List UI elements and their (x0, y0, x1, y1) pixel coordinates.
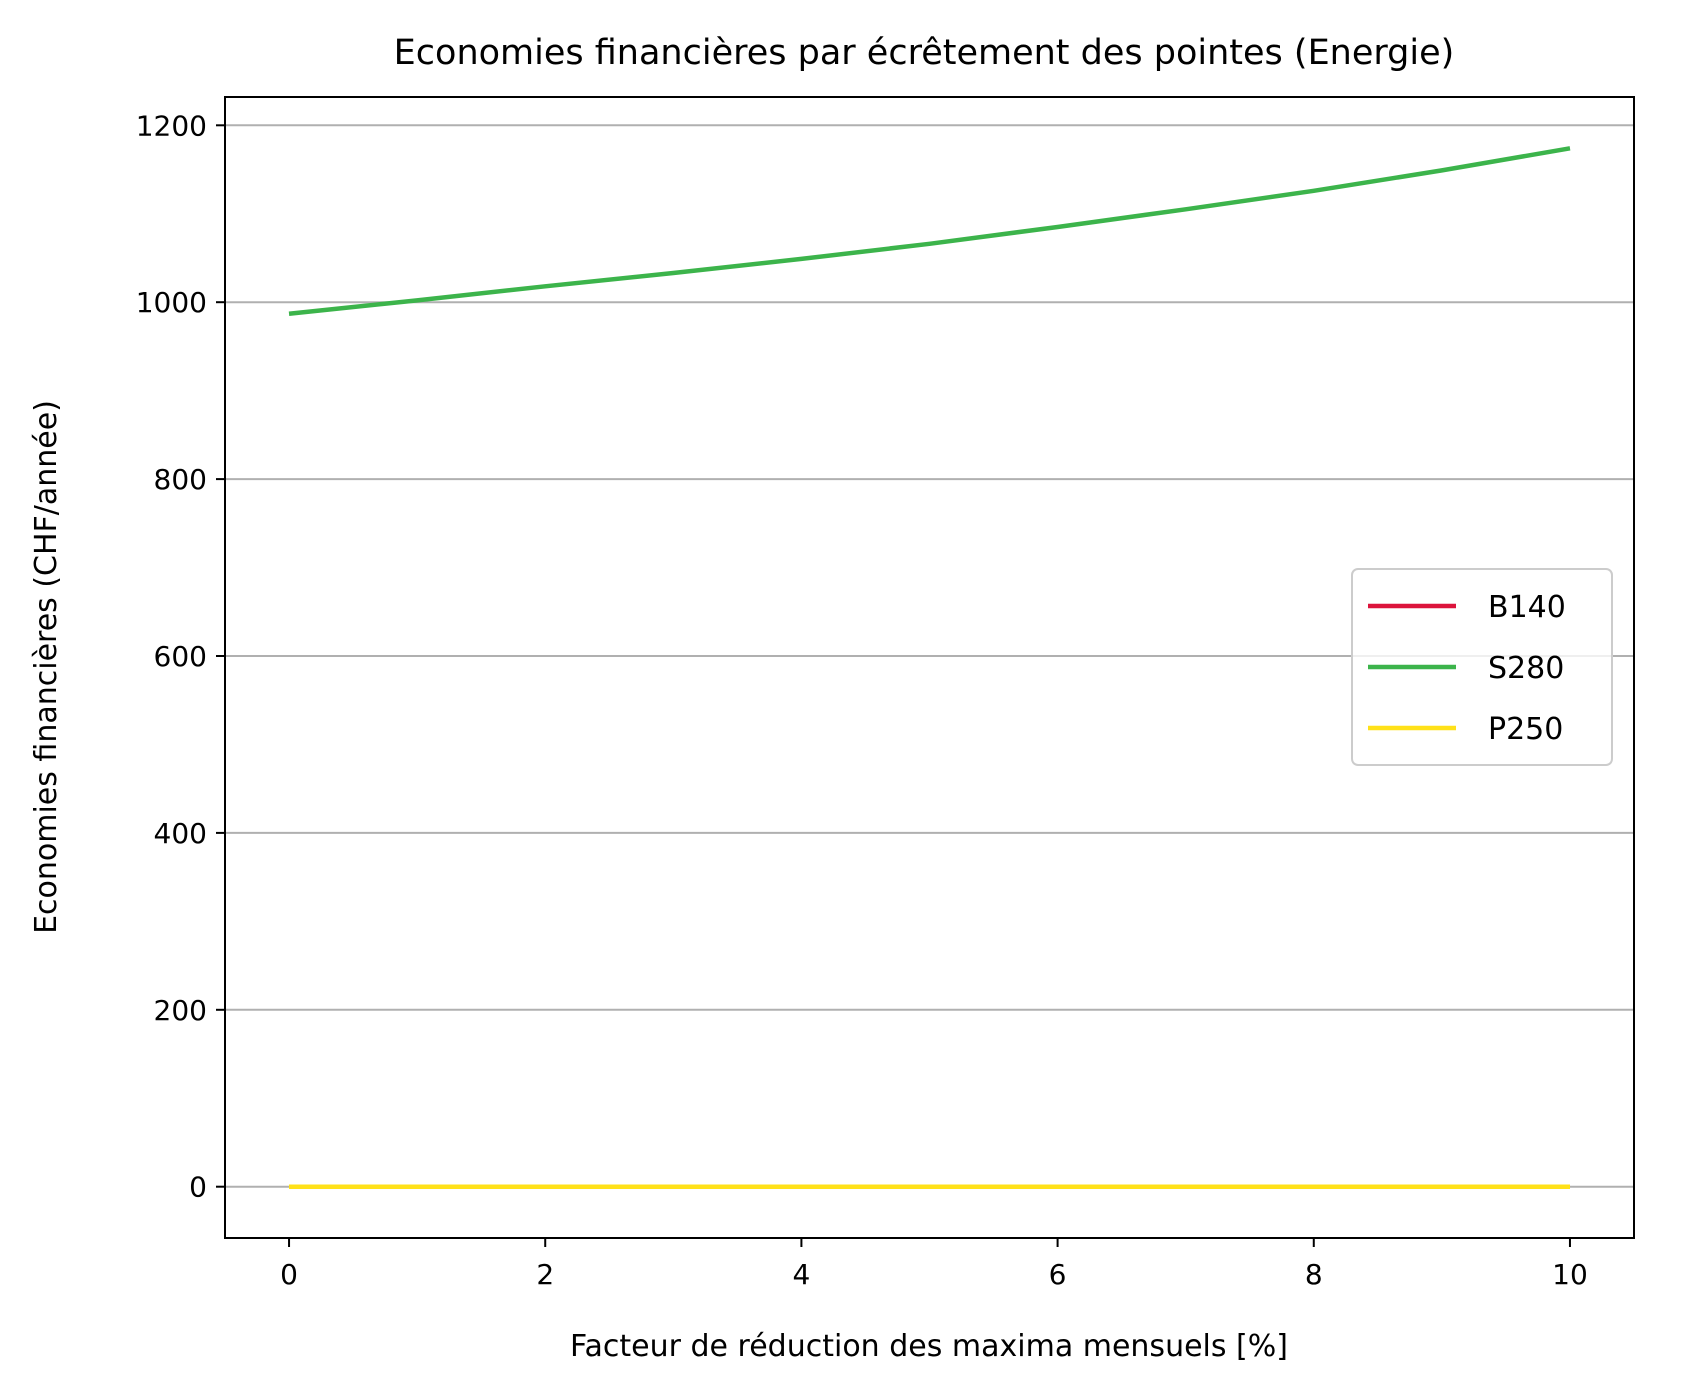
legend-label-b140: B140 (1488, 590, 1566, 625)
y-tick-label: 200 (154, 994, 207, 1027)
y-tick-label: 800 (154, 463, 207, 496)
y-tick-label: 0 (189, 1171, 207, 1204)
legend-label-s280: S280 (1488, 651, 1564, 686)
x-tick-label: 6 (1049, 1258, 1067, 1291)
axis-ticks: 0 200 400 600 800 1000 1200 0 2 4 6 8 10 (136, 109, 1588, 1291)
y-tick-label: 1000 (136, 286, 207, 319)
legend-label-p250: P250 (1488, 712, 1563, 747)
series-line-s280 (288, 146, 1571, 316)
y-tick-label: 1200 (136, 109, 207, 142)
legend: B140 S280 P250 (1351, 568, 1613, 766)
x-tick-label: 0 (280, 1258, 298, 1291)
legend-box (1351, 568, 1613, 766)
plot-series (288, 146, 1571, 1189)
x-axis-label: Facteur de réduction des maxima mensuels… (570, 1329, 1288, 1364)
y-tick-label: 600 (154, 640, 207, 673)
plot-frame (224, 96, 1635, 1239)
chart-title: Economies financières par écrêtement des… (394, 33, 1455, 73)
x-tick-label: 8 (1305, 1258, 1323, 1291)
y-tick-label: 400 (154, 817, 207, 850)
x-tick-label: 10 (1552, 1258, 1588, 1291)
x-tick-label: 4 (792, 1258, 810, 1291)
x-tick-label: 2 (536, 1258, 554, 1291)
y-axis-label: Economies financières (CHF/année) (29, 400, 64, 934)
